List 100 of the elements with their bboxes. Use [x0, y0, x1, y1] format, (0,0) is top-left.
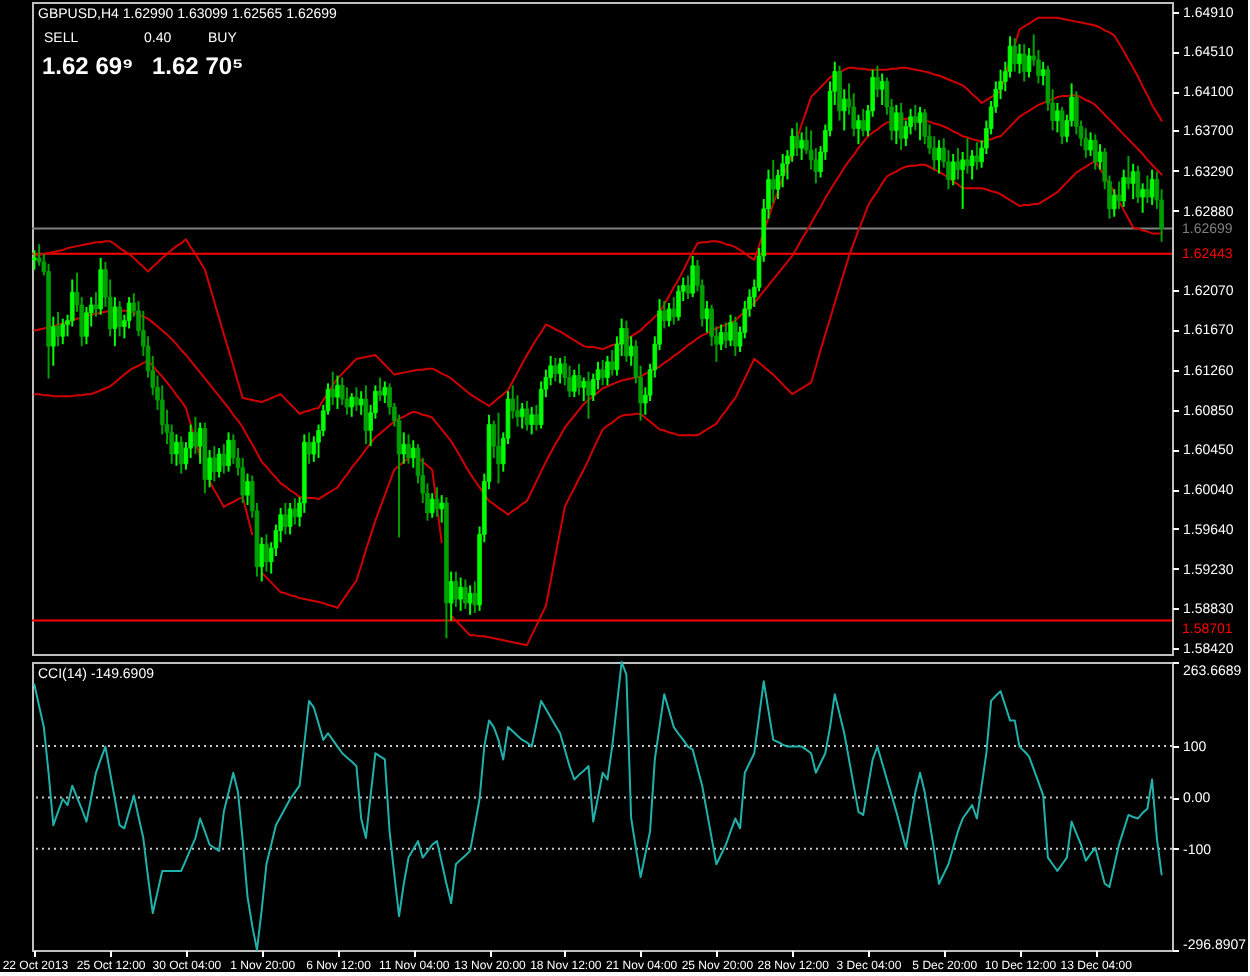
candlestick — [875, 64, 880, 99]
candlestick — [837, 64, 842, 122]
candlestick — [377, 376, 383, 403]
annotation: 1.62 70⁵ — [152, 52, 244, 80]
candlestick — [723, 321, 729, 350]
candlestick — [704, 300, 710, 334]
candlestick — [1088, 131, 1093, 157]
line-series — [33, 661, 1163, 951]
candlestick — [434, 486, 440, 518]
line-series — [33, 16, 1163, 415]
candlestick — [1092, 133, 1098, 171]
candlestick — [922, 107, 928, 146]
candlestick — [292, 497, 298, 526]
candlestick — [1111, 188, 1117, 218]
candlestick — [950, 152, 956, 187]
candlestick — [728, 313, 733, 348]
candlestick — [1055, 101, 1060, 134]
candlestick — [1012, 37, 1018, 73]
candlestick — [524, 400, 530, 432]
candlestick — [718, 323, 724, 352]
candlestick — [467, 584, 473, 616]
candlestick — [69, 278, 75, 328]
candlestick — [1116, 180, 1122, 210]
candlestick — [898, 101, 904, 152]
candlestick — [197, 421, 203, 465]
candlestick — [600, 358, 605, 387]
candlestick — [576, 362, 582, 397]
candlestick — [306, 431, 312, 465]
candlestick — [1126, 154, 1131, 191]
candlestick — [969, 149, 975, 181]
candlestick — [1130, 162, 1136, 201]
candlestick — [439, 494, 444, 524]
candlestick — [354, 386, 359, 412]
candlestick — [410, 439, 416, 469]
candlestick — [1021, 43, 1027, 83]
candlestick — [335, 374, 340, 410]
candlestick — [453, 570, 459, 608]
candlestick — [193, 415, 198, 455]
candlestick — [93, 291, 99, 318]
candlestick — [586, 370, 591, 420]
candlestick — [287, 502, 293, 536]
candlestick — [1040, 60, 1046, 87]
candlestick — [661, 300, 667, 330]
candlestick — [174, 433, 179, 467]
candlestick — [1140, 182, 1145, 214]
candlestick — [32, 249, 37, 271]
candlestick — [799, 131, 804, 161]
candlestick — [676, 284, 681, 322]
candlestick — [770, 158, 776, 204]
candlestick — [917, 105, 923, 142]
candlestick — [178, 435, 184, 475]
candlestick — [126, 296, 132, 330]
candlestick — [534, 403, 539, 432]
candlestick — [1083, 127, 1089, 159]
candlestick — [894, 103, 899, 146]
candlestick — [1017, 43, 1022, 75]
candlestick — [913, 103, 918, 132]
candlestick — [572, 368, 577, 399]
candlestick — [55, 310, 61, 348]
candlestick — [245, 472, 250, 506]
candlestick — [624, 319, 629, 363]
candlestick — [510, 384, 516, 420]
candlestick — [628, 335, 634, 367]
candlestick — [605, 354, 610, 387]
candlestick — [733, 315, 738, 357]
candlestick — [344, 386, 350, 416]
candlestick — [519, 402, 525, 430]
candlestick — [240, 456, 246, 505]
candlestick — [1149, 168, 1155, 206]
candlestick — [112, 296, 118, 348]
candlestick — [955, 147, 961, 181]
candlestick — [666, 302, 672, 328]
candlestick — [936, 139, 942, 175]
candlestick — [1145, 174, 1150, 204]
candlestick — [960, 151, 965, 210]
candlestick — [879, 72, 885, 106]
candlestick — [429, 492, 435, 519]
candlestick — [581, 376, 587, 403]
candlestick — [974, 141, 980, 171]
candlestick — [609, 349, 615, 377]
candlestick — [221, 443, 227, 475]
candlestick — [472, 580, 478, 614]
candlestick — [458, 576, 463, 612]
candlestick — [794, 121, 800, 157]
candlestick — [363, 384, 369, 446]
candlestick — [685, 274, 691, 301]
candlestick — [207, 449, 212, 489]
candlestick — [841, 88, 847, 132]
candlestick — [212, 445, 217, 483]
candlestick — [1059, 105, 1065, 146]
candlestick — [1026, 47, 1032, 79]
candlestick — [557, 356, 563, 385]
candlestick — [349, 392, 354, 418]
candlestick — [567, 364, 572, 399]
candlestick — [226, 431, 231, 473]
candlestick — [463, 578, 468, 610]
candlestick — [401, 431, 407, 465]
candlestick — [60, 317, 66, 346]
candlestick — [330, 370, 336, 406]
annotation: 1.62 69⁹ — [42, 52, 134, 80]
